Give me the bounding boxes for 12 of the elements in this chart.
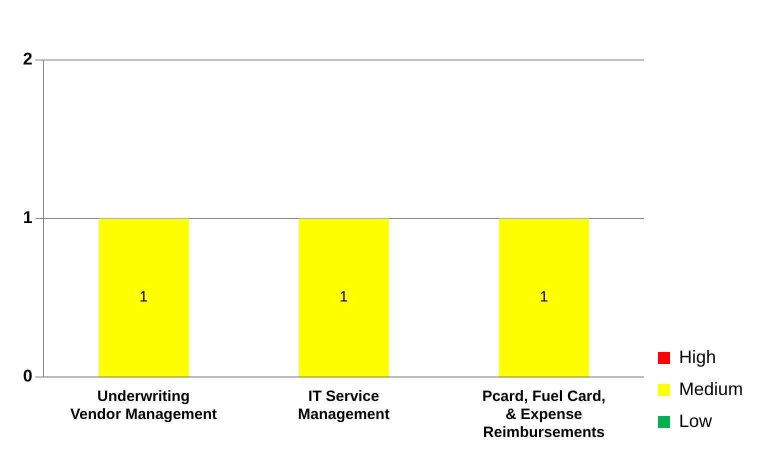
x-tick-label: Pcard, Fuel Card, & Expense Reimbursements bbox=[482, 388, 606, 442]
x-tick-label: Underwriting Vendor Management bbox=[70, 388, 217, 424]
y-tick-label: 2 bbox=[22, 50, 32, 69]
y-tick-label: 0 bbox=[22, 366, 32, 386]
y-tick-label: 1 bbox=[22, 208, 32, 228]
legend-label: Low bbox=[678, 410, 713, 431]
data-label: 1 bbox=[139, 288, 148, 306]
x-tick-label: IT Service Management bbox=[298, 388, 390, 424]
legend-label: High bbox=[678, 346, 716, 367]
data-label: 1 bbox=[540, 288, 548, 306]
data-label: 1 bbox=[340, 288, 348, 306]
legend-label: Medium bbox=[678, 378, 744, 399]
